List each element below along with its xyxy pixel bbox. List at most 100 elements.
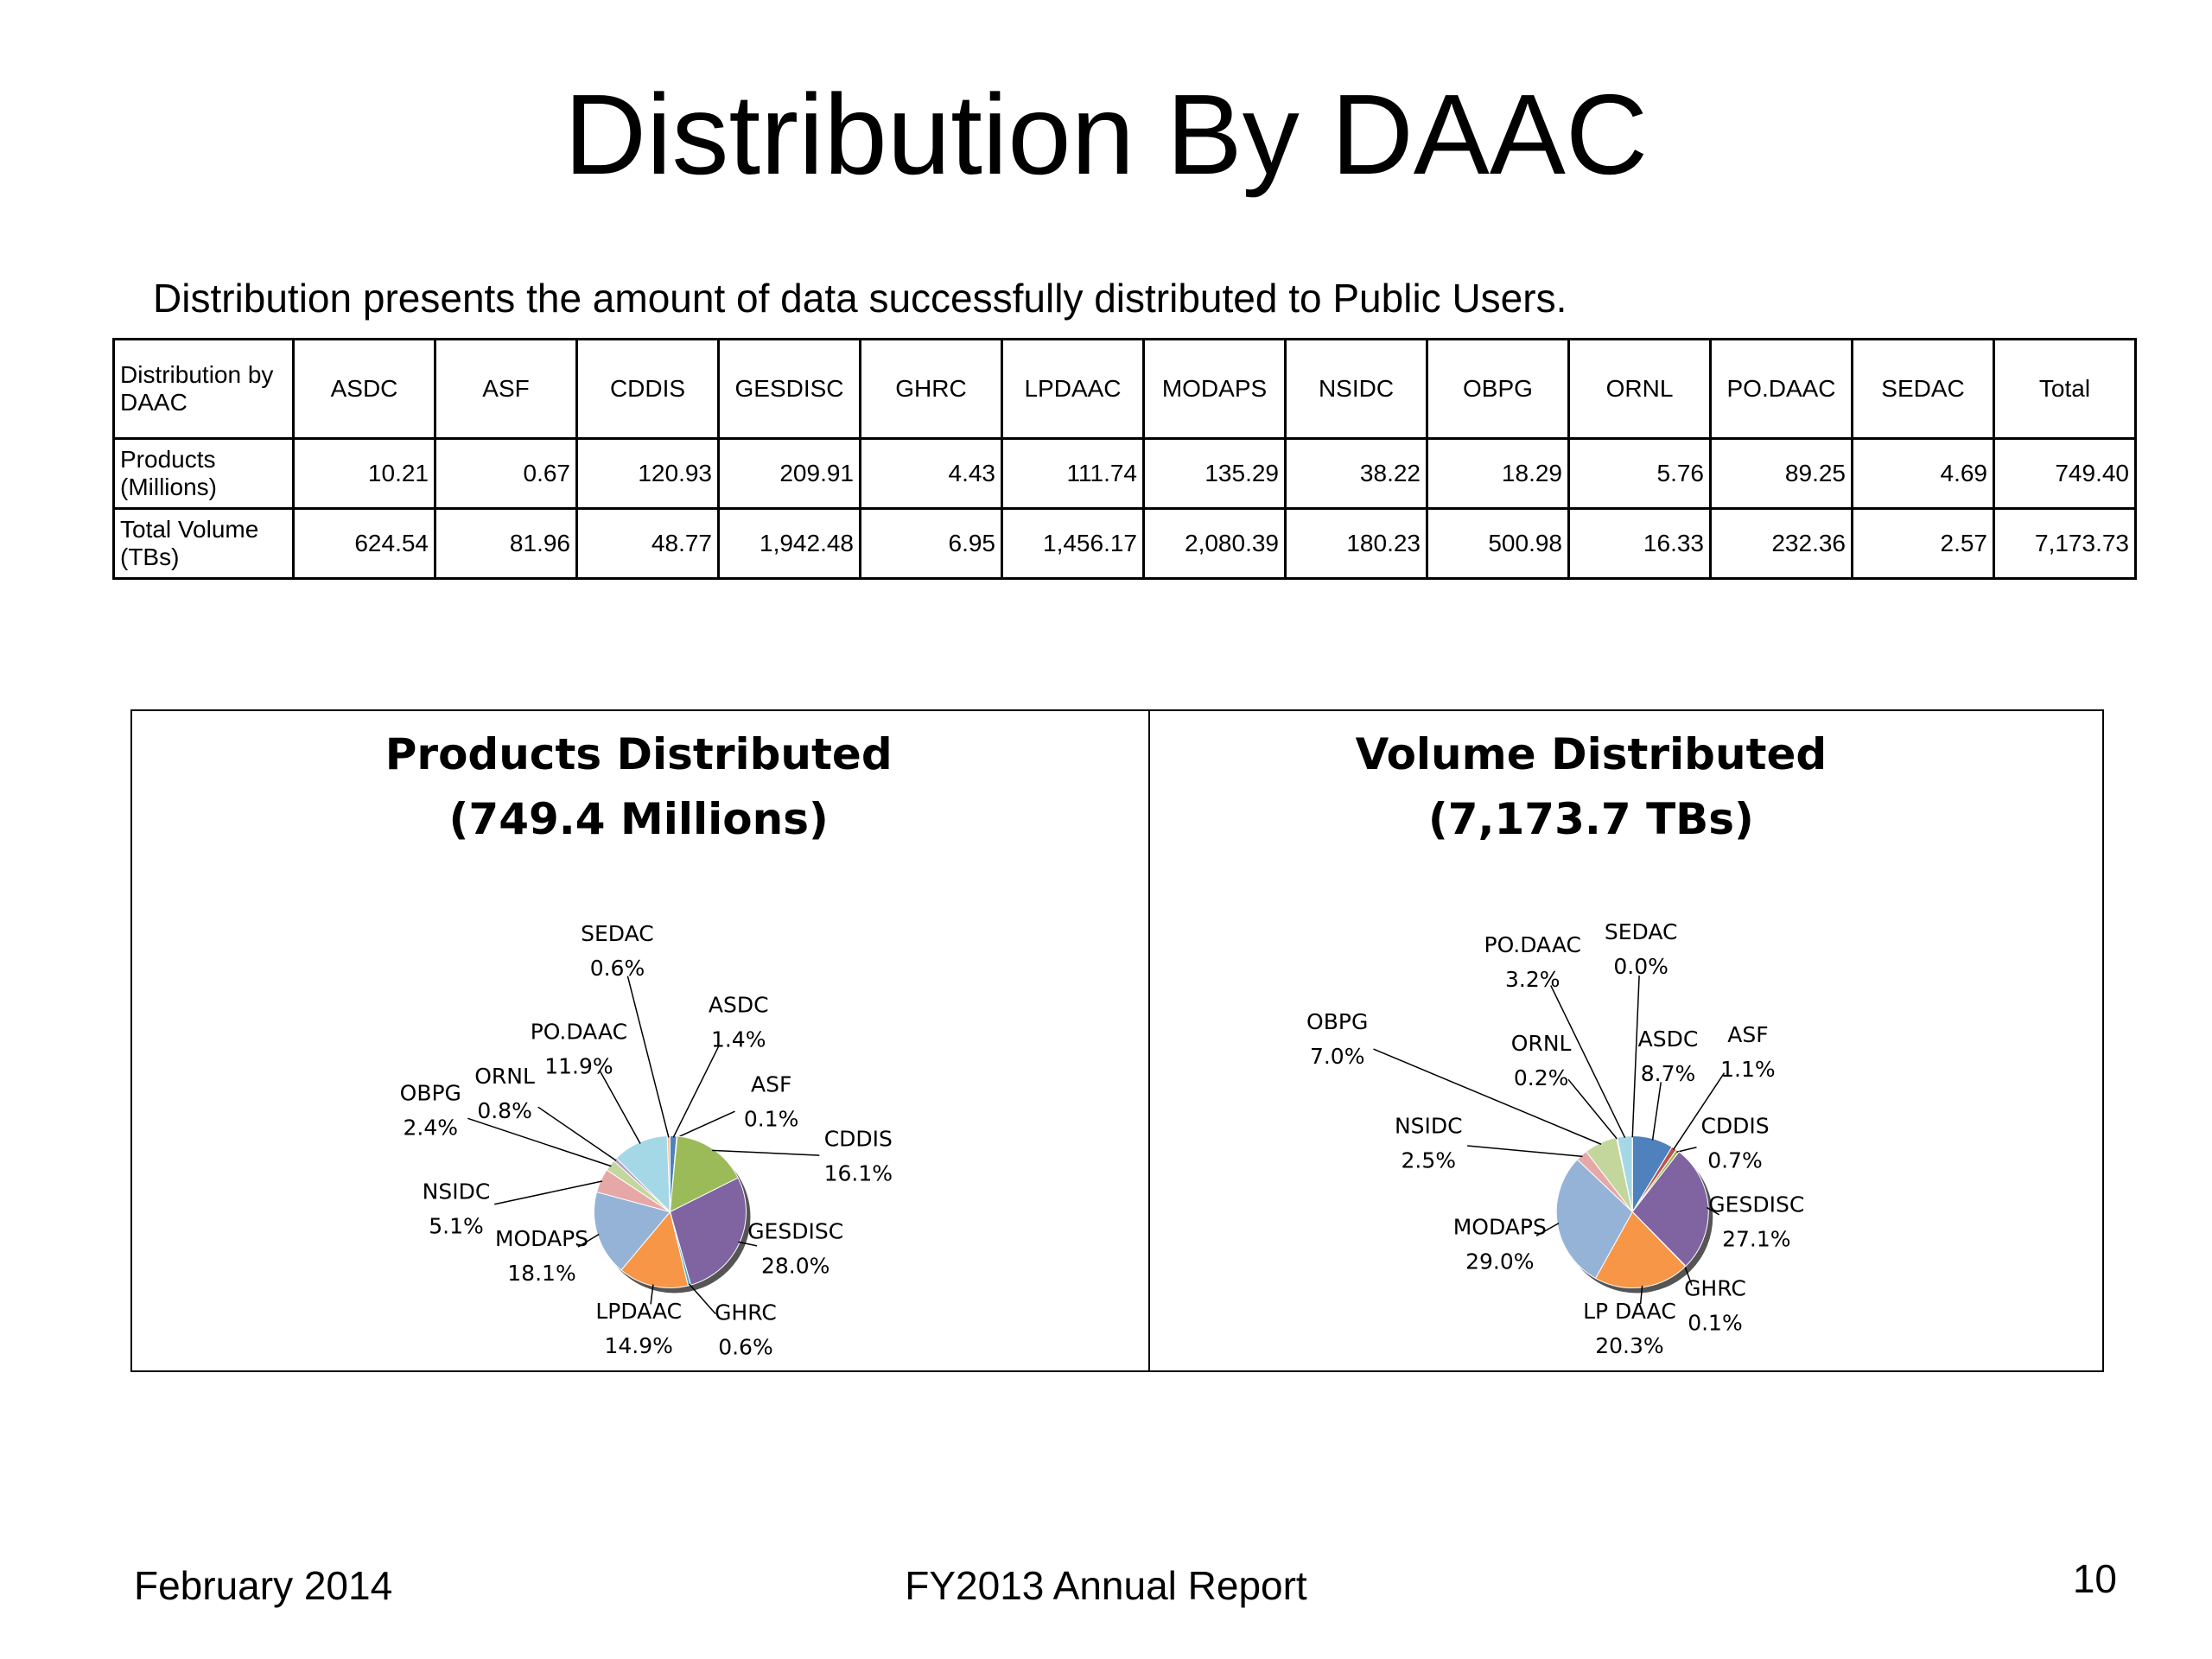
chart-title: Volume Distributed xyxy=(1356,729,1827,779)
pie-slice xyxy=(669,1135,739,1213)
table-cell: 120.93 xyxy=(575,437,720,510)
slice-value: 5.1% xyxy=(429,1213,484,1238)
table-cell: 1,456.17 xyxy=(1001,507,1145,580)
table-row: Products (Millions) 10.21 0.67 120.93 209.91… xyxy=(112,437,2137,510)
leader-line xyxy=(1706,1206,1719,1216)
pie-slice xyxy=(594,1191,671,1271)
slice-value: 0.8% xyxy=(477,1098,532,1123)
chart-frame xyxy=(130,709,2104,1372)
leader-line xyxy=(577,1233,600,1248)
table-cell: 81.96 xyxy=(434,507,578,580)
slice-label: GHRC xyxy=(715,1300,777,1325)
header-cell: PO.DAAC xyxy=(1709,338,1853,440)
chart-subtitle: (749.4 Millions) xyxy=(449,794,829,844)
leader-line xyxy=(1567,1078,1618,1140)
leader-line xyxy=(1467,1145,1583,1158)
slice-label: PO.DAAC xyxy=(1484,932,1581,957)
pie-slice xyxy=(670,1135,678,1212)
leader-line xyxy=(1535,1222,1560,1236)
slice-value: 29.0% xyxy=(1465,1249,1534,1274)
chart-subtitle: (7,173.7 TBs) xyxy=(1428,794,1754,844)
table-cell: 48.77 xyxy=(575,507,720,580)
leader-line xyxy=(494,1180,603,1205)
leader-line xyxy=(712,1149,820,1156)
header-cell: SEDAC xyxy=(1851,338,1995,440)
slice-label: CDDIS xyxy=(1700,1114,1769,1139)
slice-label: MODAPS xyxy=(495,1226,588,1251)
slice-value: 18.1% xyxy=(507,1261,575,1286)
leader-line xyxy=(650,1284,654,1305)
table-cell: 6.95 xyxy=(859,507,1003,580)
table-cell: 500.98 xyxy=(1426,507,1570,580)
table-cell: 0.67 xyxy=(434,437,578,510)
pie-slice xyxy=(620,1211,689,1288)
slice-label: ORNL xyxy=(474,1064,535,1089)
leader-line xyxy=(467,1117,612,1167)
pie-slice xyxy=(1631,1211,1687,1268)
slice-label: ASDC xyxy=(1638,1027,1699,1052)
slice-value: 1.4% xyxy=(711,1027,766,1052)
header-cell: GHRC xyxy=(859,338,1003,440)
pie-slice xyxy=(1617,1135,1633,1212)
slice-value: 0.6% xyxy=(718,1335,773,1360)
slice-value: 20.3% xyxy=(1595,1333,1663,1358)
table-cell: 10.21 xyxy=(292,437,436,510)
slice-label: SEDAC xyxy=(581,921,654,946)
leader-line xyxy=(1550,985,1626,1139)
table-row: Total Volume (TBs) 624.54 81.96 48.77 1,942.… xyxy=(112,507,2137,580)
footer-date: February 2014 xyxy=(134,1563,393,1608)
slice-label: GHRC xyxy=(1684,1276,1746,1301)
leader-line xyxy=(1651,1082,1662,1141)
table-cell: 180.23 xyxy=(1284,507,1428,580)
slice-label: LPDAAC xyxy=(595,1299,682,1324)
leader-line xyxy=(626,976,670,1138)
data-table: Distribution by DAAC ASDC ASF CDDIS GESDISC G… xyxy=(112,338,2137,580)
header-cell: CDDIS xyxy=(575,338,720,440)
slice-label: ASDC xyxy=(709,992,769,1017)
leader-line xyxy=(537,1106,617,1161)
pie-slice xyxy=(1594,1211,1687,1289)
table-cell: 2,080.39 xyxy=(1142,507,1287,580)
header-cell: ORNL xyxy=(1567,338,1712,440)
pie-shadow xyxy=(598,1141,751,1294)
slice-value: 14.9% xyxy=(604,1333,672,1358)
slice-value: 0.0% xyxy=(1613,954,1669,979)
pie-slice xyxy=(669,1177,747,1286)
slice-value: 3.2% xyxy=(1505,967,1560,992)
slice-label: GESDISC xyxy=(1708,1192,1804,1217)
header-cell: ASDC xyxy=(292,338,436,440)
table-cell: 2.57 xyxy=(1851,507,1995,580)
pie-slice xyxy=(613,1157,671,1212)
slice-label: NSIDC xyxy=(423,1179,491,1204)
header-cell: OBPG xyxy=(1426,338,1570,440)
slice-value: 0.1% xyxy=(1688,1311,1743,1336)
table-cell: Products (Millions) xyxy=(112,437,295,510)
slice-value: 8.7% xyxy=(1641,1061,1696,1086)
pie-slice xyxy=(1631,1146,1677,1212)
table-cell: 135.29 xyxy=(1142,437,1287,510)
pie-slice xyxy=(670,1211,692,1287)
slice-label: SEDAC xyxy=(1605,919,1678,944)
page-number: 10 xyxy=(2072,1556,2117,1601)
pie-slice xyxy=(1631,1148,1680,1212)
leader-line xyxy=(1631,976,1640,1138)
slice-value: 0.6% xyxy=(590,956,645,981)
slice-value: 0.7% xyxy=(1707,1148,1763,1173)
pie-slice xyxy=(1586,1136,1633,1212)
header-row: Distribution by DAAC ASDC ASF CDDIS GESDISC G… xyxy=(112,338,2137,440)
table-cell: 18.29 xyxy=(1426,437,1570,510)
slice-value: 11.9% xyxy=(544,1054,613,1079)
leader-line xyxy=(599,1071,641,1144)
table-cell: 749.40 xyxy=(1993,437,2137,510)
table-cell: 209.91 xyxy=(717,437,861,510)
header-cell: ASF xyxy=(434,338,578,440)
slice-value: 7.0% xyxy=(1310,1044,1365,1069)
leader-line xyxy=(1683,1264,1693,1286)
table-cell: 111.74 xyxy=(1001,437,1145,510)
leader-line xyxy=(1676,1147,1697,1153)
slice-label: ORNL xyxy=(1511,1031,1572,1056)
slice-label: ASF xyxy=(1727,1022,1768,1047)
pie-slice xyxy=(1615,1136,1633,1212)
